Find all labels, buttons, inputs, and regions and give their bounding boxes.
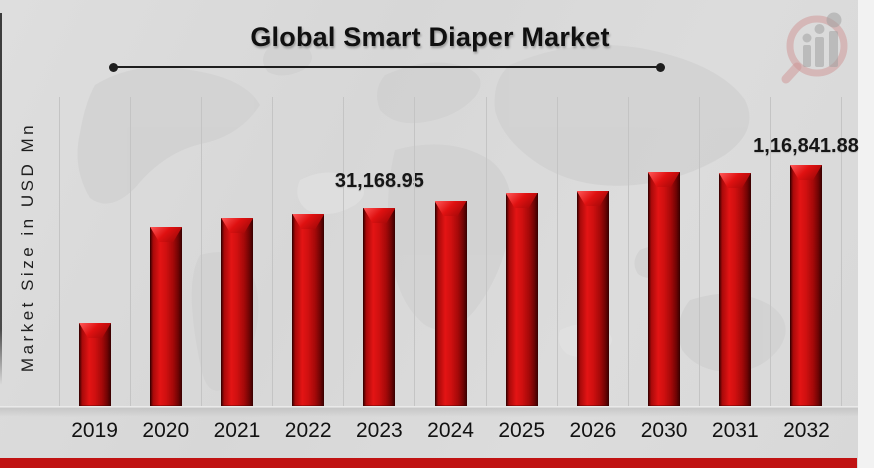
x-tick-2024: 2024: [427, 419, 474, 442]
x-tick-2026: 2026: [569, 419, 617, 442]
chart-column-2020: [130, 97, 201, 406]
x-tick-2031: 2031: [711, 419, 759, 442]
right-edge-strip: [858, 0, 874, 468]
chart-column-2019: [59, 97, 130, 406]
x-tick-2032: 2032: [783, 419, 830, 442]
left-border-line: [0, 13, 2, 385]
chart-column-2031: [698, 97, 770, 406]
chart-column-2026: [556, 97, 628, 406]
chart-column-2021: [201, 97, 272, 406]
plot-area: 31,168.95 1,16,841.88: [59, 97, 859, 406]
y-axis-label: Market Size in USD Mn: [18, 121, 37, 373]
bar-2031: [718, 173, 751, 406]
bottom-red-banner: [0, 458, 857, 468]
chart-column-2022: [272, 97, 343, 406]
bar-2024: [434, 201, 467, 406]
bar-2032: 1,16,841.88: [753, 135, 859, 406]
underline-left-dot-icon: [109, 62, 118, 72]
x-axis-shadow: [0, 408, 858, 417]
x-tick-2021: 2021: [213, 419, 261, 442]
bar-2025: [505, 193, 538, 406]
bar-2026: [576, 191, 609, 406]
bar-2019: [79, 323, 112, 406]
chart-column-2030: [627, 97, 699, 406]
chart-column-2023: 31,168.95: [335, 97, 424, 406]
bar-2020: [150, 227, 183, 406]
bar-2021: [221, 218, 254, 406]
x-tick-2022: 2022: [284, 419, 332, 442]
page-title: Global Smart Diaper Market: [250, 22, 610, 52]
title-underline: [109, 62, 665, 72]
bar-2022: [292, 214, 325, 406]
chart-column-2024: [414, 97, 485, 406]
data-label-2032: 1,16,841.88: [753, 135, 859, 157]
chart-column-2025: [485, 97, 557, 406]
x-tick-2030: 2030: [640, 419, 688, 442]
x-tick-2020: 2020: [142, 419, 190, 442]
x-tick-2025: 2025: [498, 419, 546, 442]
magnifier-bar-chart-logo-icon: [781, 12, 848, 84]
chart-column-2032: 1,16,841.88: [753, 97, 859, 406]
x-tick-2019: 2019: [71, 419, 118, 442]
bar-2030: [647, 172, 680, 406]
x-axis-line: [0, 406, 858, 408]
x-tick-2023: 2023: [355, 419, 403, 442]
data-label-2023: 31,168.95: [334, 170, 424, 192]
x-axis-labels: 2019 2020 2021 2022 2023 2024 2025 2026 2030 2031…: [59, 410, 842, 452]
underline-right-dot-icon: [656, 62, 665, 72]
bar-2023: 31,168.95: [335, 170, 424, 406]
